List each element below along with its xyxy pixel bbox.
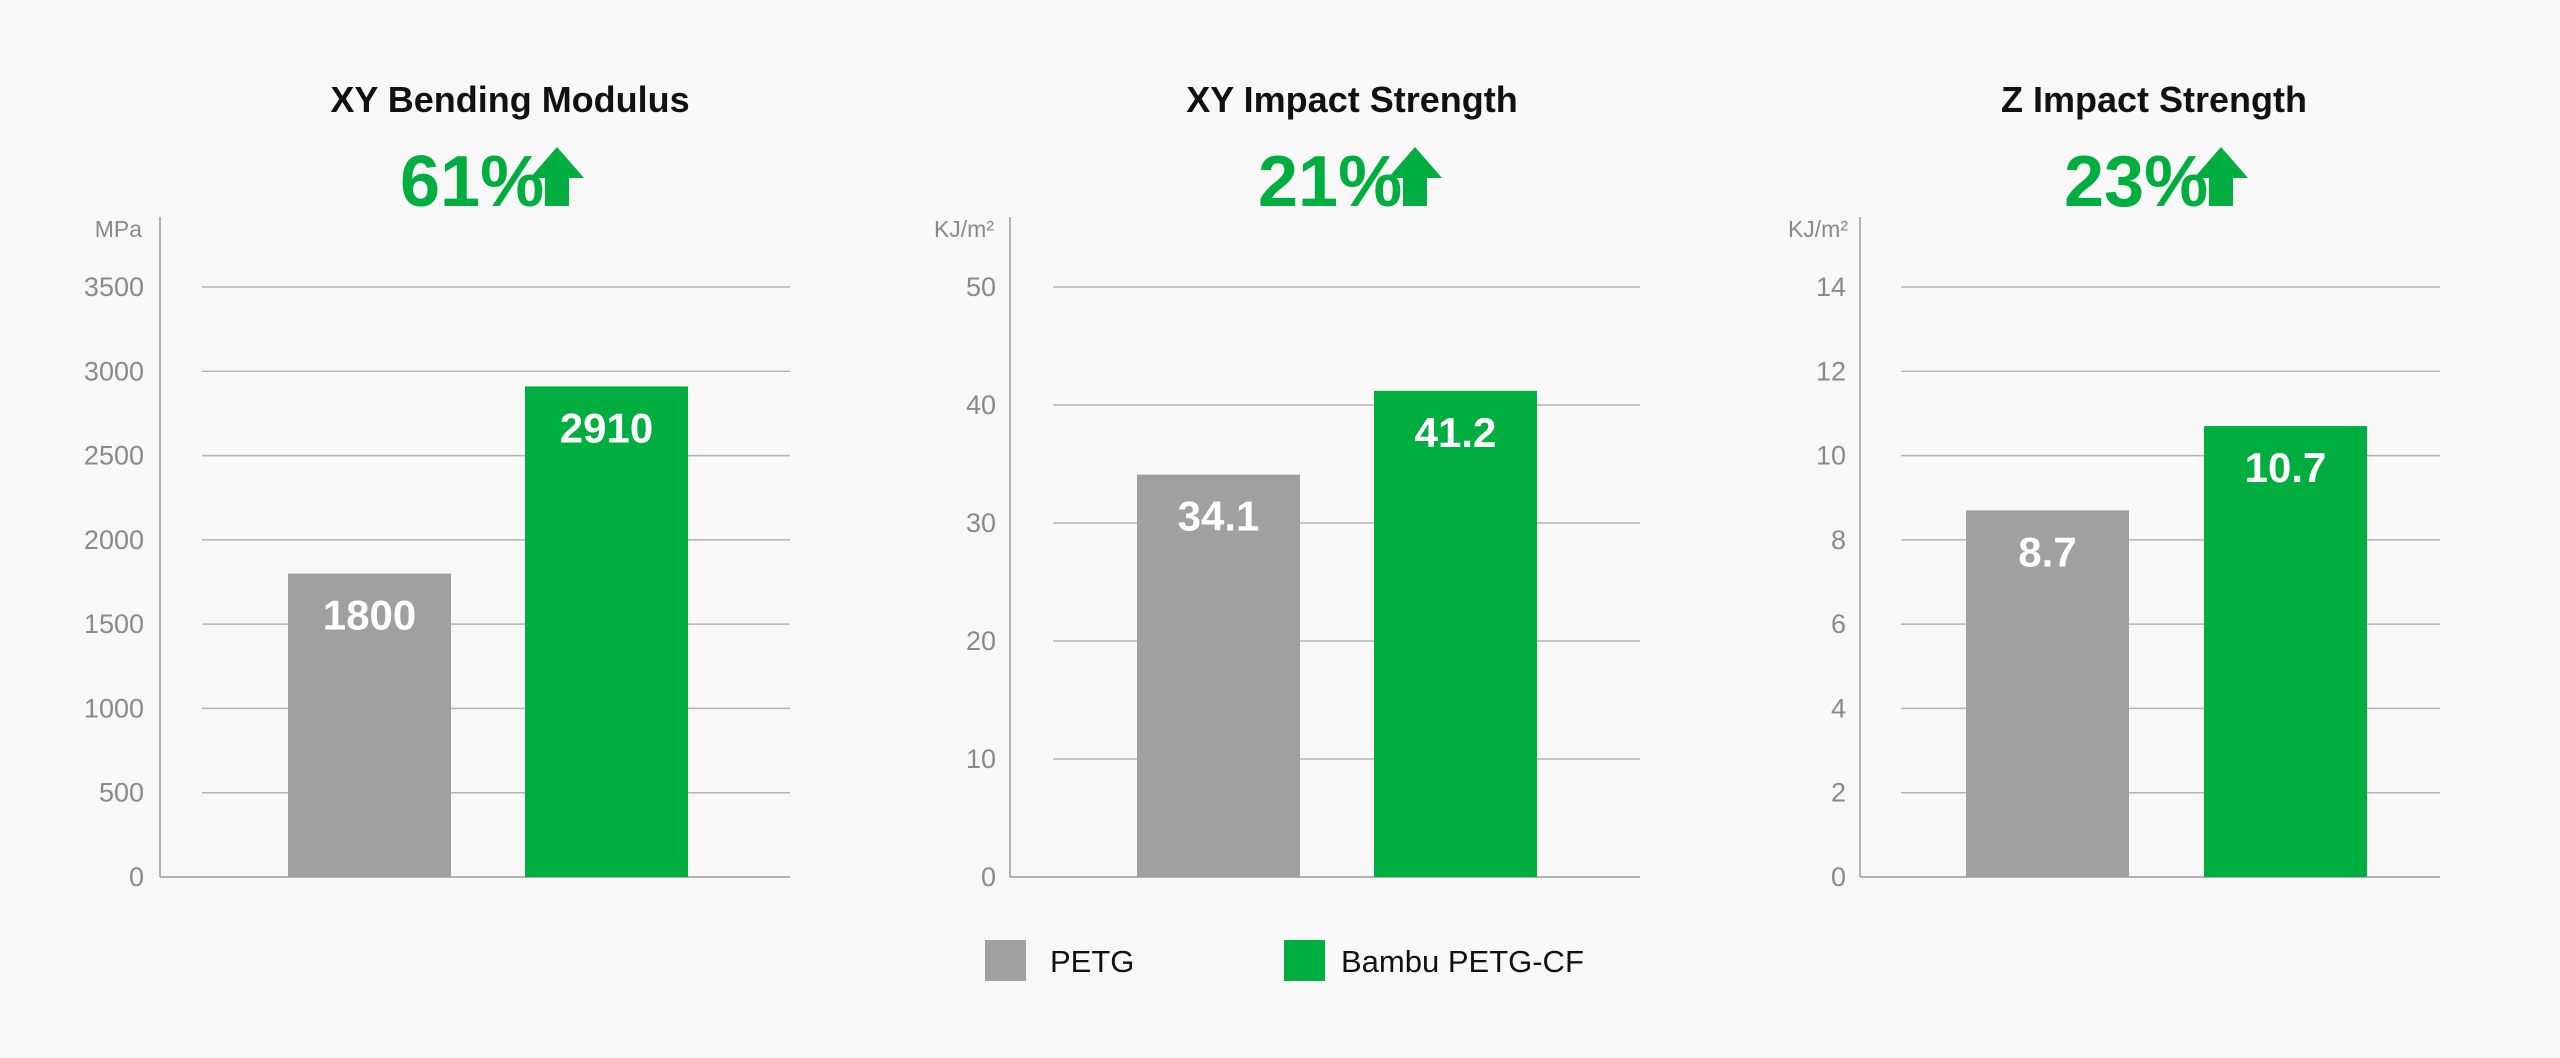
- improvement-percent: 21%: [1258, 142, 1402, 222]
- y-tick-label: 2500: [84, 441, 144, 471]
- bar-value-label: 34.1: [1178, 493, 1260, 540]
- up-arrow-icon: [2194, 147, 2248, 206]
- improvement-percent: 23%: [2064, 142, 2208, 222]
- bar-value-label: 2910: [560, 404, 653, 451]
- bar-value-label: 1800: [323, 592, 416, 639]
- improvement-percent: 61%: [400, 142, 544, 222]
- bar-petg: [1966, 510, 2129, 877]
- legend-label: PETG: [1050, 944, 1134, 979]
- y-tick-label: 1000: [84, 693, 144, 723]
- chart-1: XY Bending Modulus 61% MPa 0 500 1000 1500 2000…: [84, 79, 790, 892]
- up-arrow-icon: [530, 147, 584, 206]
- y-tick-label: 3500: [84, 272, 144, 302]
- chart-2: XY Impact Strength 21% KJ/m² 0 10 20 30 40 50 34.…: [934, 79, 1640, 892]
- y-tick-label: 10: [966, 744, 996, 774]
- chart-title: XY Impact Strength: [1186, 79, 1517, 120]
- bar-petg-cf: [1374, 390, 1537, 877]
- legend-item: Bambu PETG-CF: [1284, 940, 1584, 981]
- y-tick-label: 500: [99, 778, 144, 808]
- up-arrow-icon: [1388, 147, 1442, 206]
- y-axis-unit: KJ/m²: [1788, 216, 1848, 242]
- bar-petg: [288, 573, 451, 877]
- legend-item: PETG: [985, 940, 1134, 981]
- y-tick-label: 8: [1831, 525, 1846, 555]
- y-tick-label: 4: [1831, 693, 1846, 723]
- y-tick-label: 50: [966, 272, 996, 302]
- bar-value-label: 10.7: [2245, 444, 2327, 491]
- y-tick-label: 2000: [84, 525, 144, 555]
- bar-petg-cf: [525, 386, 688, 877]
- legend-label: Bambu PETG-CF: [1341, 944, 1584, 979]
- legend-swatch: [985, 940, 1026, 981]
- bar-value-label: 41.2: [1415, 409, 1497, 456]
- improvement-indicator: 61%: [400, 142, 584, 222]
- improvement-indicator: 23%: [2064, 142, 2248, 222]
- improvement-indicator: 21%: [1258, 142, 1442, 222]
- y-tick-label: 2: [1831, 778, 1846, 808]
- y-tick-label: 40: [966, 390, 996, 420]
- y-tick-label: 0: [1831, 862, 1846, 892]
- y-tick-label: 0: [129, 862, 144, 892]
- y-tick-label: 0: [981, 862, 996, 892]
- charts-group: XY Bending Modulus61%MPa0500100015002000…: [84, 79, 2440, 892]
- y-tick-label: 14: [1816, 272, 1846, 302]
- y-tick-label: 20: [966, 626, 996, 656]
- y-tick-label: 10: [1816, 441, 1846, 471]
- y-axis-unit: KJ/m²: [934, 216, 994, 242]
- y-tick-label: 1500: [84, 609, 144, 639]
- bar-petg: [1137, 474, 1300, 877]
- y-tick-label: 6: [1831, 609, 1846, 639]
- y-tick-label: 3000: [84, 356, 144, 386]
- chart-title: XY Bending Modulus: [330, 79, 689, 120]
- chart-title: Z Impact Strength: [2001, 79, 2307, 120]
- bar-petg-cf: [2204, 426, 2367, 877]
- legend: PETG Bambu PETG-CF: [985, 940, 1584, 981]
- bar-value-label: 8.7: [2018, 528, 2076, 575]
- y-axis-unit: MPa: [95, 216, 143, 242]
- y-tick-label: 12: [1816, 356, 1846, 386]
- legend-swatch: [1284, 940, 1325, 981]
- chart-3: Z Impact Strength 23% KJ/m² 0 2 4 6 8 10 12 14 8.7 1…: [1788, 79, 2440, 892]
- y-tick-label: 30: [966, 508, 996, 538]
